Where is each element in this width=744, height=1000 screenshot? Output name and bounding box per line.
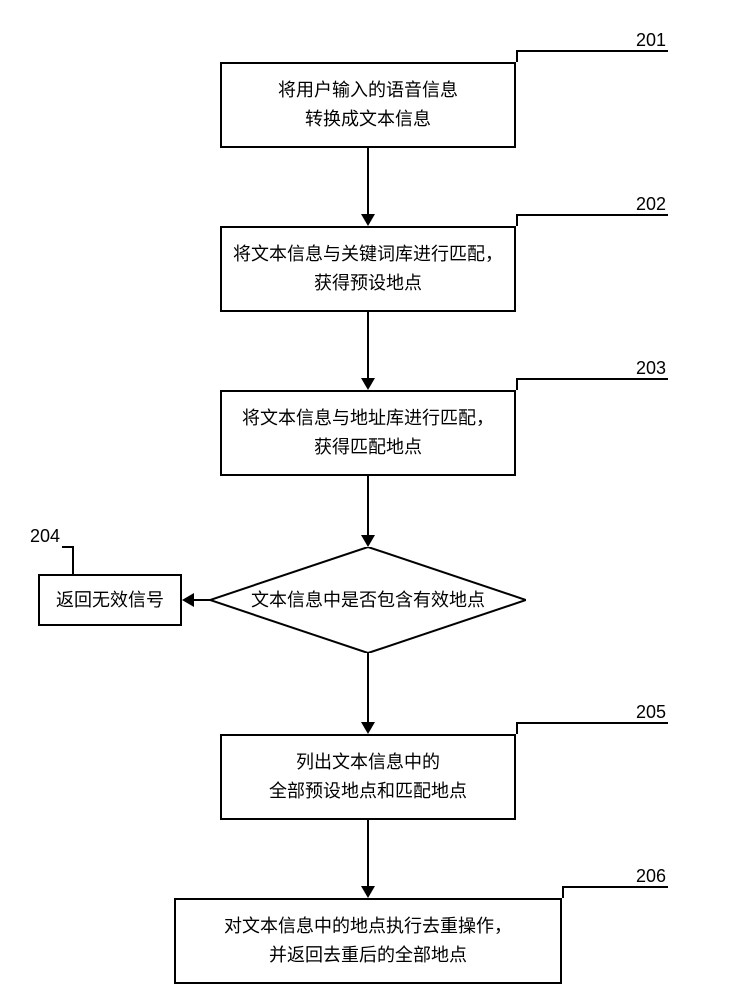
leader-line	[516, 50, 518, 62]
leader-line	[62, 546, 72, 548]
leader-line	[562, 886, 668, 888]
node-text: 将文本信息与地址库进行匹配，获得匹配地点	[242, 404, 494, 462]
arrow-segment	[367, 653, 369, 724]
ref-label-l204: 204	[30, 526, 60, 547]
ref-label-l206: 206	[636, 866, 666, 887]
arrow-segment	[367, 476, 369, 537]
flow-node-n206: 对文本信息中的地点执行去重操作，并返回去重后的全部地点	[174, 898, 562, 984]
leader-line	[516, 722, 518, 734]
leader-line	[72, 546, 74, 574]
leader-line	[516, 50, 668, 52]
flow-decision-d1: 文本信息中是否包含有效地点	[210, 547, 526, 653]
ref-label-l201: 201	[636, 30, 666, 51]
ref-label-l205: 205	[636, 702, 666, 723]
arrow-head-icon	[361, 214, 375, 226]
arrow-segment	[367, 820, 369, 888]
node-text: 将文本信息与关键词库进行匹配，获得预设地点	[233, 240, 503, 298]
node-text: 列出文本信息中的全部预设地点和匹配地点	[269, 748, 467, 806]
node-text: 对文本信息中的地点执行去重操作，并返回去重后的全部地点	[224, 912, 512, 970]
flow-node-n202: 将文本信息与关键词库进行匹配，获得预设地点	[220, 226, 516, 312]
flow-node-n205: 列出文本信息中的全部预设地点和匹配地点	[220, 734, 516, 820]
arrow-head-icon	[361, 722, 375, 734]
leader-line	[516, 214, 668, 216]
ref-label-l202: 202	[636, 194, 666, 215]
leader-line	[516, 378, 668, 380]
arrow-head-icon	[361, 886, 375, 898]
ref-label-l203: 203	[636, 358, 666, 379]
node-text: 将用户输入的语音信息转换成文本信息	[278, 76, 458, 134]
leader-line	[516, 214, 518, 226]
node-text: 文本信息中是否包含有效地点	[251, 587, 485, 614]
leader-line	[562, 886, 564, 898]
arrow-segment	[367, 148, 369, 216]
arrow-head-icon	[361, 535, 375, 547]
arrow-head-icon	[361, 378, 375, 390]
leader-line	[516, 722, 668, 724]
leader-line	[516, 378, 518, 390]
flow-node-n204: 返回无效信号	[38, 574, 182, 626]
flow-node-n201: 将用户输入的语音信息转换成文本信息	[220, 62, 516, 148]
arrow-head-icon	[182, 593, 194, 607]
flow-node-n203: 将文本信息与地址库进行匹配，获得匹配地点	[220, 390, 516, 476]
arrow-segment	[192, 599, 210, 601]
flowchart-canvas: 将用户输入的语音信息转换成文本信息将文本信息与关键词库进行匹配，获得预设地点将文…	[0, 0, 744, 1000]
arrow-segment	[367, 312, 369, 380]
node-text: 返回无效信号	[56, 586, 164, 615]
